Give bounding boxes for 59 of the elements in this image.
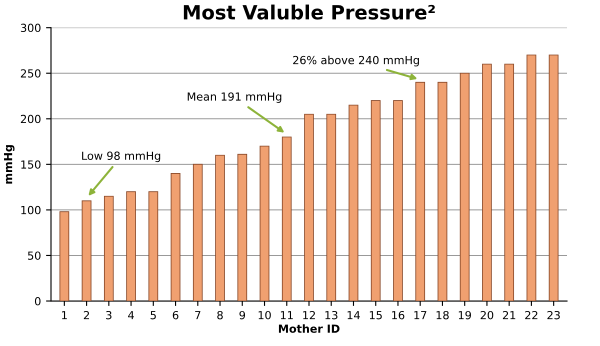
y-tick-label: 250 bbox=[20, 69, 41, 78]
bar bbox=[192, 164, 203, 302]
bar bbox=[393, 100, 403, 302]
x-tick-label: 23 bbox=[547, 310, 560, 320]
x-tick-label: 5 bbox=[150, 311, 156, 320]
y-tick-label: 100 bbox=[21, 206, 41, 214]
x-tick-label: 19 bbox=[458, 310, 471, 320]
bar bbox=[282, 136, 292, 302]
annotation: 26% above 240 mmHg bbox=[293, 56, 419, 66]
bar bbox=[370, 100, 381, 302]
annotation: Low 98 mmHg bbox=[82, 152, 160, 162]
x-tick-label: 10 bbox=[258, 310, 271, 320]
bar bbox=[237, 154, 248, 302]
x-tick-label: 18 bbox=[436, 310, 449, 320]
x-axis-title: Mother ID bbox=[278, 324, 340, 333]
chart-title: Most Valuble Pressure² bbox=[184, 4, 435, 20]
bar bbox=[304, 114, 314, 302]
bar bbox=[504, 64, 514, 302]
x-tick-label: 13 bbox=[325, 310, 338, 320]
x-tick-label: 22 bbox=[525, 310, 538, 320]
x-tick-label: 7 bbox=[195, 311, 200, 320]
bar bbox=[148, 191, 158, 302]
x-tick-label: 9 bbox=[239, 310, 246, 320]
bar bbox=[482, 64, 492, 302]
x-tick-label: 3 bbox=[106, 310, 112, 320]
bar bbox=[348, 104, 358, 302]
y-tick-label: 200 bbox=[20, 114, 41, 124]
y-tick-label: 0 bbox=[34, 296, 41, 306]
bar bbox=[548, 54, 559, 302]
bar bbox=[438, 82, 448, 302]
y-tick-label: 300 bbox=[20, 24, 41, 32]
bar bbox=[326, 114, 336, 302]
x-tick-label: 15 bbox=[370, 311, 382, 320]
bar bbox=[104, 196, 114, 302]
bar bbox=[415, 82, 426, 302]
bar bbox=[460, 72, 470, 302]
y-axis-title: mmHg bbox=[4, 145, 15, 184]
y-tick-label: 50 bbox=[28, 251, 41, 260]
x-tick-label: 20 bbox=[480, 310, 494, 320]
x-tick-label: 14 bbox=[348, 311, 360, 320]
x-tick-label: 4 bbox=[128, 311, 134, 320]
bar bbox=[260, 146, 270, 302]
bar bbox=[215, 154, 225, 302]
bar bbox=[526, 54, 536, 302]
x-tick-label: 11 bbox=[280, 311, 293, 320]
x-tick-label: 2 bbox=[84, 310, 90, 320]
x-tick-label: 12 bbox=[303, 310, 315, 320]
x-tick-label: 8 bbox=[217, 310, 223, 320]
y-tick-label: 150 bbox=[21, 160, 41, 169]
bar bbox=[59, 211, 70, 302]
bar bbox=[82, 200, 92, 302]
bar bbox=[126, 191, 136, 302]
bar bbox=[170, 173, 180, 302]
x-tick-label: 21 bbox=[502, 310, 516, 320]
x-tick-label: 6 bbox=[172, 310, 178, 320]
x-tick-label: 16 bbox=[392, 310, 404, 320]
x-tick-label: 1 bbox=[62, 311, 67, 320]
x-tick-label: 17 bbox=[414, 311, 426, 320]
annotation: Mean 191 mmHg bbox=[188, 92, 282, 103]
